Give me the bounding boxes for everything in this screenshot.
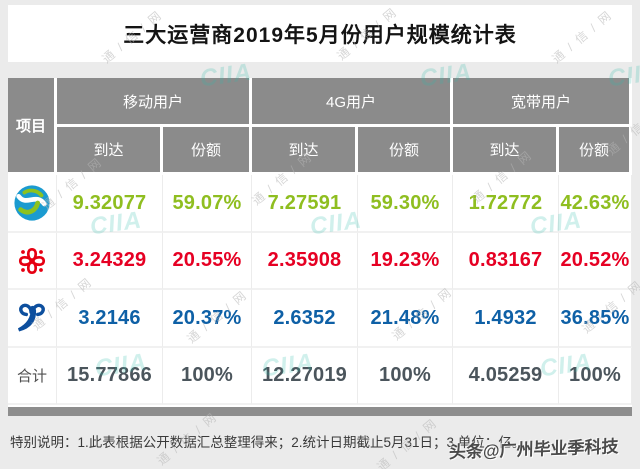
broadband-reach-value: 1.72772 (453, 175, 559, 233)
mobile-reach-value: 9.32077 (57, 175, 163, 233)
broadband-reach-total: 4.05259 (453, 348, 559, 405)
broadband-share-value: 20.52% (559, 233, 632, 290)
4g-share-value: 19.23% (358, 233, 453, 290)
china-mobile-logo (8, 175, 57, 233)
broadband-reach-value: 1.4932 (453, 290, 559, 348)
footnote-text: 特别说明：1.此表根据公开数据汇总整理得来；2.统计日期截止5月31日；3.单位… (10, 435, 526, 450)
sub-header-share: 份额 (358, 127, 453, 175)
4g-share-value: 59.30% (358, 175, 453, 233)
group-header-mobile-users: 移动用户 (57, 78, 252, 127)
sub-header-share: 份额 (163, 127, 252, 175)
china-unicom-logo (8, 233, 57, 290)
page-title: 三大运营商2019年5月份用户规模统计表 (123, 23, 517, 47)
4g-reach-value: 2.35908 (252, 233, 358, 290)
4g-reach-value: 2.6352 (252, 290, 358, 348)
mobile-reach-value: 3.24329 (57, 233, 163, 290)
source-credit-watermark: 头条@广州毕业季科技 (448, 437, 619, 462)
china-telecom-logo (8, 290, 57, 348)
4g-share-value: 21.48% (358, 290, 453, 348)
total-row-label: 合计 (8, 348, 57, 405)
sub-header-reach: 到达 (252, 127, 358, 175)
mobile-share-total: 100% (163, 348, 252, 405)
group-header-broadband-users: 宽带用户 (453, 78, 632, 127)
sub-header-share: 份额 (559, 127, 632, 175)
broadband-share-total: 100% (559, 348, 632, 405)
4g-share-total: 100% (358, 348, 453, 405)
sub-header-reach: 到达 (57, 127, 163, 175)
table-bottom-bar (8, 405, 632, 416)
mobile-share-value: 20.37% (163, 290, 252, 348)
mobile-reach-value: 3.2146 (57, 290, 163, 348)
4g-reach-total: 12.27019 (252, 348, 358, 405)
4g-reach-value: 7.27591 (252, 175, 358, 233)
broadband-share-value: 42.63% (559, 175, 632, 233)
mobile-reach-total: 15.77866 (57, 348, 163, 405)
operators-statistics-table: 项目 移动用户 4G用户 宽带用户 到达 份额 到达 份额 到达 份额 9.32… (8, 78, 632, 405)
title-card: 三大运营商2019年5月份用户规模统计表 (8, 5, 632, 62)
group-header-4g-users: 4G用户 (252, 78, 453, 127)
mobile-share-value: 59.07% (163, 175, 252, 233)
sub-header-reach: 到达 (453, 127, 559, 175)
mobile-share-value: 20.55% (163, 233, 252, 290)
table-corner-header: 项目 (8, 78, 57, 175)
broadband-share-value: 36.85% (559, 290, 632, 348)
broadband-reach-value: 0.83167 (453, 233, 559, 290)
